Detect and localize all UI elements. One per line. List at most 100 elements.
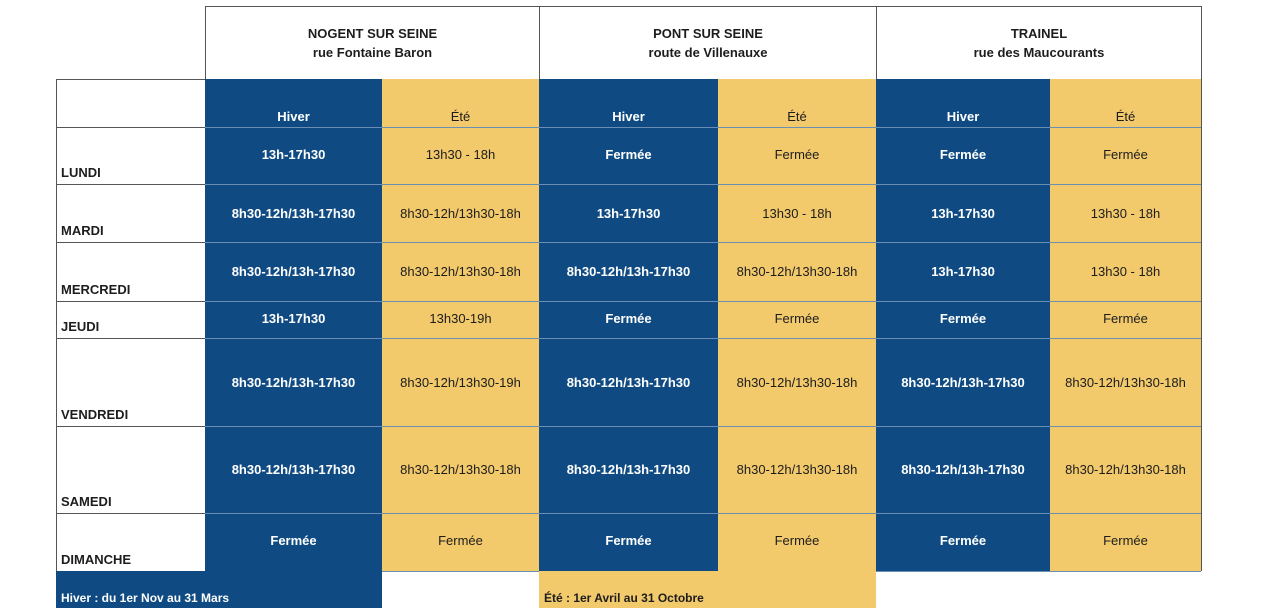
hours-value: 8h30-12h/13h-17h30 xyxy=(566,264,691,279)
hours-value: 8h30-12h/13h30-19h xyxy=(400,374,521,390)
hours-cell: 8h30-12h/13h30-18h xyxy=(718,426,876,513)
hours-value: Fermée xyxy=(939,147,987,162)
day-name: LUNDI xyxy=(61,165,101,180)
day-label: SAMEDI xyxy=(56,426,206,514)
hours-cell: Fermée xyxy=(876,127,1050,184)
row-divider xyxy=(205,184,1201,185)
hours-cell: 8h30-12h/13h30-18h xyxy=(382,184,539,242)
hours-cell: 13h30 - 18h xyxy=(1050,242,1201,301)
hours-value: 13h30 - 18h xyxy=(1090,206,1161,221)
hours-cell: 13h-17h30 xyxy=(205,301,382,338)
hours-cell: 8h30-12h/13h-17h30 xyxy=(876,426,1050,513)
hours-value: 8h30-12h/13h-17h30 xyxy=(231,374,356,390)
corner-cell xyxy=(56,79,206,128)
hours-value: 13h30 - 18h xyxy=(762,206,832,221)
season-label: Hiver xyxy=(277,109,310,124)
hours-cell: Fermée xyxy=(718,513,876,571)
hours-value: 8h30-12h/13h-17h30 xyxy=(231,206,356,221)
hours-value: 13h-17h30 xyxy=(596,206,661,221)
row-divider xyxy=(205,426,1201,427)
hours-value: Fermée xyxy=(605,147,652,162)
hours-cell: 13h30 - 18h xyxy=(718,184,876,242)
season-label: Été xyxy=(1115,109,1136,124)
day-name: JEUDI xyxy=(61,319,100,334)
hours-cell: 13h30 - 18h xyxy=(1050,184,1201,242)
hours-value: 8h30-12h/13h30-18h xyxy=(1065,374,1186,390)
site-street: rue des Maucourants xyxy=(973,45,1105,60)
hours-cell: Fermée xyxy=(876,513,1050,571)
hours-value: 13h-17h30 xyxy=(261,311,326,326)
site-name: NOGENT SUR SEINE xyxy=(307,26,438,41)
hours-cell: Fermée xyxy=(718,301,876,338)
season-header-summer: Été xyxy=(718,79,876,127)
day-label: MARDI xyxy=(56,184,206,243)
site-street: route de Villenauxe xyxy=(648,45,768,60)
hours-cell: 8h30-12h/13h30-19h xyxy=(382,338,539,426)
hours-cell: 8h30-12h/13h-17h30 xyxy=(205,426,382,513)
day-name: VENDREDI xyxy=(61,407,129,422)
row-divider xyxy=(205,513,1201,514)
hours-cell: 8h30-12h/13h-17h30 xyxy=(205,184,382,242)
hours-value: Fermée xyxy=(1103,311,1148,326)
hours-cell: Fermée xyxy=(205,513,382,571)
hours-value: 8h30-12h/13h-17h30 xyxy=(901,374,1025,390)
hours-cell: Fermée xyxy=(1050,127,1201,184)
hours-cell: Fermée xyxy=(539,127,718,184)
hours-value: Fermée xyxy=(1103,147,1148,162)
day-name: MARDI xyxy=(61,223,104,238)
hours-value: 13h30-19h xyxy=(429,311,492,326)
season-label: Hiver xyxy=(612,109,645,124)
day-label: MERCREDI xyxy=(56,242,206,302)
day-name: SAMEDI xyxy=(61,494,112,509)
season-header-summer: Été xyxy=(1050,79,1201,127)
hours-cell: Fermée xyxy=(539,513,718,571)
site-name: TRAINEL xyxy=(1010,26,1068,41)
hours-cell: 13h-17h30 xyxy=(205,127,382,184)
row-divider xyxy=(205,301,1201,302)
table-right-border xyxy=(1201,6,1202,571)
hours-cell: 8h30-12h/13h30-18h xyxy=(382,426,539,513)
season-header-winter: Hiver xyxy=(876,79,1050,127)
hours-cell: 13h-17h30 xyxy=(876,184,1050,242)
hours-cell: Fermée xyxy=(1050,513,1201,571)
hours-value: Fermée xyxy=(270,533,317,548)
season-header-summer: Été xyxy=(382,79,539,127)
site-name: PONT SUR SEINE xyxy=(653,26,763,41)
day-label: LUNDI xyxy=(56,127,206,185)
season-label: Été xyxy=(450,109,471,124)
site-street: rue Fontaine Baron xyxy=(312,45,433,60)
hours-value: 8h30-12h/13h-17h30 xyxy=(231,264,356,279)
hours-cell: 8h30-12h/13h-17h30 xyxy=(205,338,382,426)
hours-cell: 8h30-12h/13h30-18h xyxy=(718,242,876,301)
hours-value: 8h30-12h/13h30-18h xyxy=(736,462,858,477)
hours-value: Fermée xyxy=(774,311,820,326)
hours-value: 8h30-12h/13h30-18h xyxy=(736,374,858,390)
hours-value: 8h30-12h/13h30-18h xyxy=(400,462,521,477)
hours-cell: 8h30-12h/13h-17h30 xyxy=(205,242,382,301)
hours-value: Fermée xyxy=(774,147,820,162)
hours-cell: 13h30 - 18h xyxy=(382,127,539,184)
hours-cell: 8h30-12h/13h-17h30 xyxy=(876,338,1050,426)
hours-value: 13h30 - 18h xyxy=(425,147,496,162)
hours-cell: 8h30-12h/13h-17h30 xyxy=(539,426,718,513)
hours-value: 8h30-12h/13h30-18h xyxy=(400,264,521,279)
hours-value: 8h30-12h/13h-17h30 xyxy=(901,462,1025,477)
legend-summer: Été : 1er Avril au 31 Octobre xyxy=(539,571,876,608)
hours-value: 8h30-12h/13h-17h30 xyxy=(566,462,691,477)
hours-cell: 8h30-12h/13h30-18h xyxy=(1050,338,1201,426)
day-name: MERCREDI xyxy=(61,282,131,297)
hours-cell: Fermée xyxy=(539,301,718,338)
hours-value: Fermée xyxy=(605,311,652,326)
hours-value: 8h30-12h/13h-17h30 xyxy=(231,462,356,477)
hours-value: Fermée xyxy=(605,533,652,548)
day-label: DIMANCHE xyxy=(56,513,206,572)
season-header-winter: Hiver xyxy=(539,79,718,127)
site-header: TRAINEL rue des Maucourants xyxy=(876,6,1202,80)
hours-value: Fermée xyxy=(1103,533,1148,548)
hours-value: Fermée xyxy=(438,533,483,548)
hours-cell: 13h-17h30 xyxy=(876,242,1050,301)
hours-value: 8h30-12h/13h30-18h xyxy=(400,206,521,221)
hours-value: Fermée xyxy=(774,533,820,548)
hours-value: 13h-17h30 xyxy=(931,264,995,279)
hours-value: Fermée xyxy=(939,533,987,548)
